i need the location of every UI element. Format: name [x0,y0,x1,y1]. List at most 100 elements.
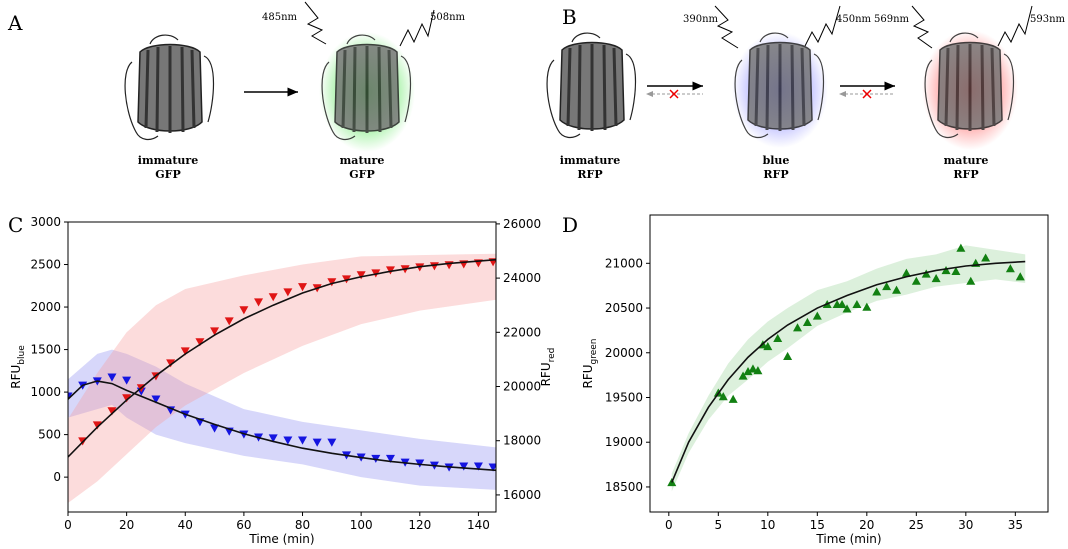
data-point [385,266,395,275]
data-point [748,364,758,373]
data-point [254,298,264,307]
wave [399,9,435,47]
data-point [151,395,161,404]
block-x [669,89,679,99]
x-tick-label: 20 [119,518,134,532]
charts: 0 20 40 60 80 100 120 1400500100015002000250030… [9,214,1049,546]
data-point [862,302,872,311]
wavelength: 450nm [836,14,872,25]
protein-state: immature [138,154,198,167]
protein [545,31,637,139]
data-point [1015,272,1025,281]
x-axis-label: Time (min) [248,532,314,546]
data-point [180,347,190,356]
data-point [892,285,902,294]
data-point [473,462,483,471]
data-point [283,436,293,445]
x-tick-label: 10 [760,518,775,532]
y-tick-label: 1000 [30,385,61,399]
data-point [837,299,847,309]
data-point [852,299,862,309]
y-tick-label: 20000 [605,346,643,360]
y-tick-label: 18500 [605,480,643,494]
data-point [901,268,911,277]
data-point [728,394,738,403]
confidence-band [68,349,496,490]
axis-label-subscript: red [547,348,557,363]
x-tick-label: 25 [909,518,924,532]
data-point [92,421,102,430]
wavelength: 593nm [1030,14,1066,25]
plot-area [667,243,1026,492]
data-point [195,338,205,347]
fit-line [68,258,496,458]
data-point [763,342,773,351]
x-tick-label: 120 [408,518,431,532]
protein-state: blue [763,154,790,167]
wave [804,5,841,47]
panel-label: D [562,213,578,237]
y2-tick-label: 24000 [503,271,541,285]
fit-line [68,380,496,472]
x-tick-label: 5 [714,518,722,532]
y-tick-label: 20500 [605,301,643,315]
wavelength: 485nm [262,12,298,23]
data-point [122,376,132,385]
data-point [783,351,793,360]
x-tick-label: 15 [810,518,825,532]
y2-tick-label: 26000 [503,217,541,231]
plot-area [68,253,496,504]
data-point [356,271,366,280]
data-point [802,317,812,326]
confidence-band [68,253,496,504]
x-tick-label: 20 [859,518,874,532]
y2-tick-label: 16000 [503,488,541,502]
y-tick-label: 2500 [30,258,61,272]
y-tick-label: 19000 [605,435,643,449]
protein [123,33,215,141]
x-tick-label: 100 [350,518,373,532]
data-point [842,304,852,313]
x-axis-label: Time (min) [815,532,881,546]
y-axis-label: RFUblue [9,345,27,389]
x-tick-label: 0 [665,518,673,532]
data-point [793,323,803,332]
protein-state: mature [340,154,385,167]
y2-tick-label: 20000 [503,380,541,394]
protein-name: GFP [155,168,180,181]
wave [714,5,739,49]
data-point [812,311,822,320]
x-tick-label: 40 [178,518,193,532]
data-point [981,253,991,262]
panel-label: B [562,5,577,29]
data-point [921,269,931,278]
data-point [298,283,308,292]
wave [304,1,327,45]
y-tick-label: 21000 [605,256,643,270]
data-point [268,293,278,302]
panel-label: A [7,11,23,35]
axis-label-text: RFU [581,364,595,388]
y-tick-label: 500 [38,428,61,442]
y-tick-label: 3000 [30,215,61,229]
data-point [385,454,395,463]
data-point [1005,264,1015,273]
axis-label-subscript: blue [17,345,27,365]
panel-label: C [8,213,23,237]
protein-state: immature [560,154,620,167]
axis-label-text: RFU [539,362,553,386]
data-point [966,276,976,285]
wavelength: 508nm [430,12,466,23]
protein-name: RFP [953,168,978,181]
x-tick-label: 0 [64,518,72,532]
y2-tick-label: 18000 [503,434,541,448]
protein-name: GFP [349,168,374,181]
y-tick-label: 2000 [30,300,61,314]
data-point [773,333,783,343]
data-point [941,265,951,275]
data-point [743,367,753,376]
plot-frame [649,214,1049,513]
x-tick-label: 30 [958,518,973,532]
data-point [327,278,337,287]
data-point [312,438,322,447]
